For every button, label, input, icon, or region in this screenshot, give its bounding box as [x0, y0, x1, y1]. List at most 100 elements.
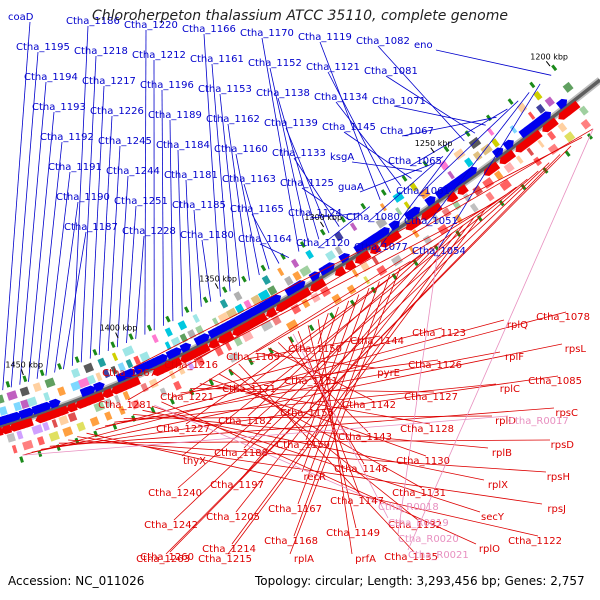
leader-line [131, 137, 583, 369]
leader-line [45, 171, 71, 376]
feature-block [19, 386, 30, 397]
minus-label-ctha-1122: Ctha_1122 [508, 536, 562, 547]
minus-label-ctha-1128: Ctha_1128 [400, 424, 454, 435]
feature-block [6, 390, 18, 401]
minus-label-ctha-1127: Ctha_1127 [404, 392, 458, 403]
minus-label-ctha-1146: Ctha_1146 [334, 464, 388, 475]
plus-gene-arrow [424, 195, 436, 207]
leader-line [261, 37, 300, 252]
minus-gene-arrow [488, 161, 501, 173]
feature-block [57, 386, 66, 397]
feature-block [392, 191, 405, 203]
feature-block [32, 382, 42, 393]
feature-block [26, 396, 38, 407]
plus-label-coad: coaD [8, 12, 34, 23]
leader-line [251, 213, 280, 264]
minus-label-ctha-1168: Ctha_1168 [264, 536, 318, 547]
minus-label-ctha-1144: Ctha_1144 [350, 336, 404, 347]
plus-gene-arrow [293, 280, 306, 291]
plus-label-ctha-1161: Ctha_1161 [190, 54, 244, 65]
minus-label-ctha-1159: Ctha_1159 [276, 440, 330, 451]
gc-mark [260, 264, 267, 272]
gc-mark [299, 241, 306, 248]
feature-block [77, 377, 90, 389]
minus-label-rplq: rplQ [507, 320, 528, 331]
minus-label-rpld: rplD [495, 416, 516, 427]
plus-label-ctha-1054: Ctha_1054 [412, 246, 466, 257]
leader-line [309, 213, 360, 219]
plus-gene-arrow [539, 111, 552, 123]
leader-line [116, 175, 129, 348]
plus-label-ctha-1145: Ctha_1145 [322, 122, 376, 133]
leader-line [317, 206, 371, 249]
gc-mark [455, 230, 462, 237]
plus-label-ctha-1187: Ctha_1187 [64, 222, 118, 233]
feature-block [290, 303, 302, 315]
gc-mark [288, 336, 295, 343]
leader-line [409, 108, 508, 167]
feature-block [159, 387, 168, 397]
scale-tick-1400-kbp: 1400 kbp [100, 324, 137, 339]
leader-line [185, 179, 193, 312]
feature-block [536, 103, 546, 114]
leader-line [28, 111, 55, 382]
feature-block [422, 234, 433, 246]
minus-gene-arrow [92, 391, 105, 402]
feature-block [89, 416, 100, 427]
gc-mark [464, 130, 471, 137]
minus-label-ctha-1150: Ctha_1150 [288, 344, 342, 355]
feature-block [469, 202, 479, 213]
feature-block [13, 401, 22, 412]
feature-block [299, 265, 312, 277]
feature-block [547, 143, 560, 156]
scale-tick-label: 1300 kbp [304, 213, 342, 222]
feature-block [485, 191, 495, 202]
plus-label-ctha-1217: Ctha_1217 [82, 76, 136, 87]
plus-label-ctha-1228: Ctha_1228 [122, 226, 176, 237]
feature-block [257, 289, 271, 302]
leader-line [170, 327, 443, 398]
plus-gene-arrow [48, 398, 61, 409]
feature-block [164, 327, 173, 337]
plus-gene-arrow [40, 401, 52, 412]
minus-label-ctha-1143: Ctha_1143 [338, 432, 392, 443]
gc-mark [19, 456, 24, 463]
minus-gene-arrow [22, 417, 34, 428]
feature-block [346, 284, 357, 295]
leader-line [401, 116, 497, 137]
gc-mark [92, 348, 98, 356]
plus-gene-arrow [124, 368, 137, 379]
leader-line [247, 246, 432, 417]
gc-mark [486, 114, 492, 122]
plus-label-ctha-1139: Ctha_1139 [264, 118, 318, 129]
feature-block [111, 352, 119, 362]
leader-line [231, 217, 475, 545]
gc-mark [564, 150, 571, 157]
feature-block [503, 162, 515, 174]
plus-label-ctha-1212: Ctha_1212 [132, 50, 186, 61]
gc-mark [57, 363, 63, 370]
leader-line [319, 41, 381, 200]
gc-mark [169, 397, 175, 405]
leader-line [297, 281, 380, 505]
leader-line [22, 415, 509, 456]
leader-line [185, 186, 517, 425]
feature-block [480, 143, 493, 156]
plus-label-ctha-1082: Ctha_1082 [356, 36, 410, 47]
plus-label-ctha-1245: Ctha_1245 [98, 136, 152, 147]
plus-label-ctha-1194: Ctha_1194 [24, 72, 78, 83]
leader-line [359, 163, 433, 193]
minus-label-rpsc: rpsC [555, 408, 578, 419]
scale-tick-1250-kbp: 1250 kbp [415, 139, 453, 154]
leader-line [126, 205, 137, 344]
feature-block [533, 90, 543, 101]
plus-gene-arrow [465, 166, 478, 178]
plus-gene-arrow [408, 206, 421, 218]
plus-label-ctha-1196: Ctha_1196 [140, 80, 194, 91]
minus-gene-arrow [208, 338, 221, 349]
plus-label-ctha-1181: Ctha_1181 [164, 170, 218, 181]
plus-label-ctha-1160: Ctha_1160 [214, 144, 268, 155]
feature-block [95, 372, 103, 382]
gc-mark [268, 347, 274, 355]
feature-block [441, 207, 452, 218]
